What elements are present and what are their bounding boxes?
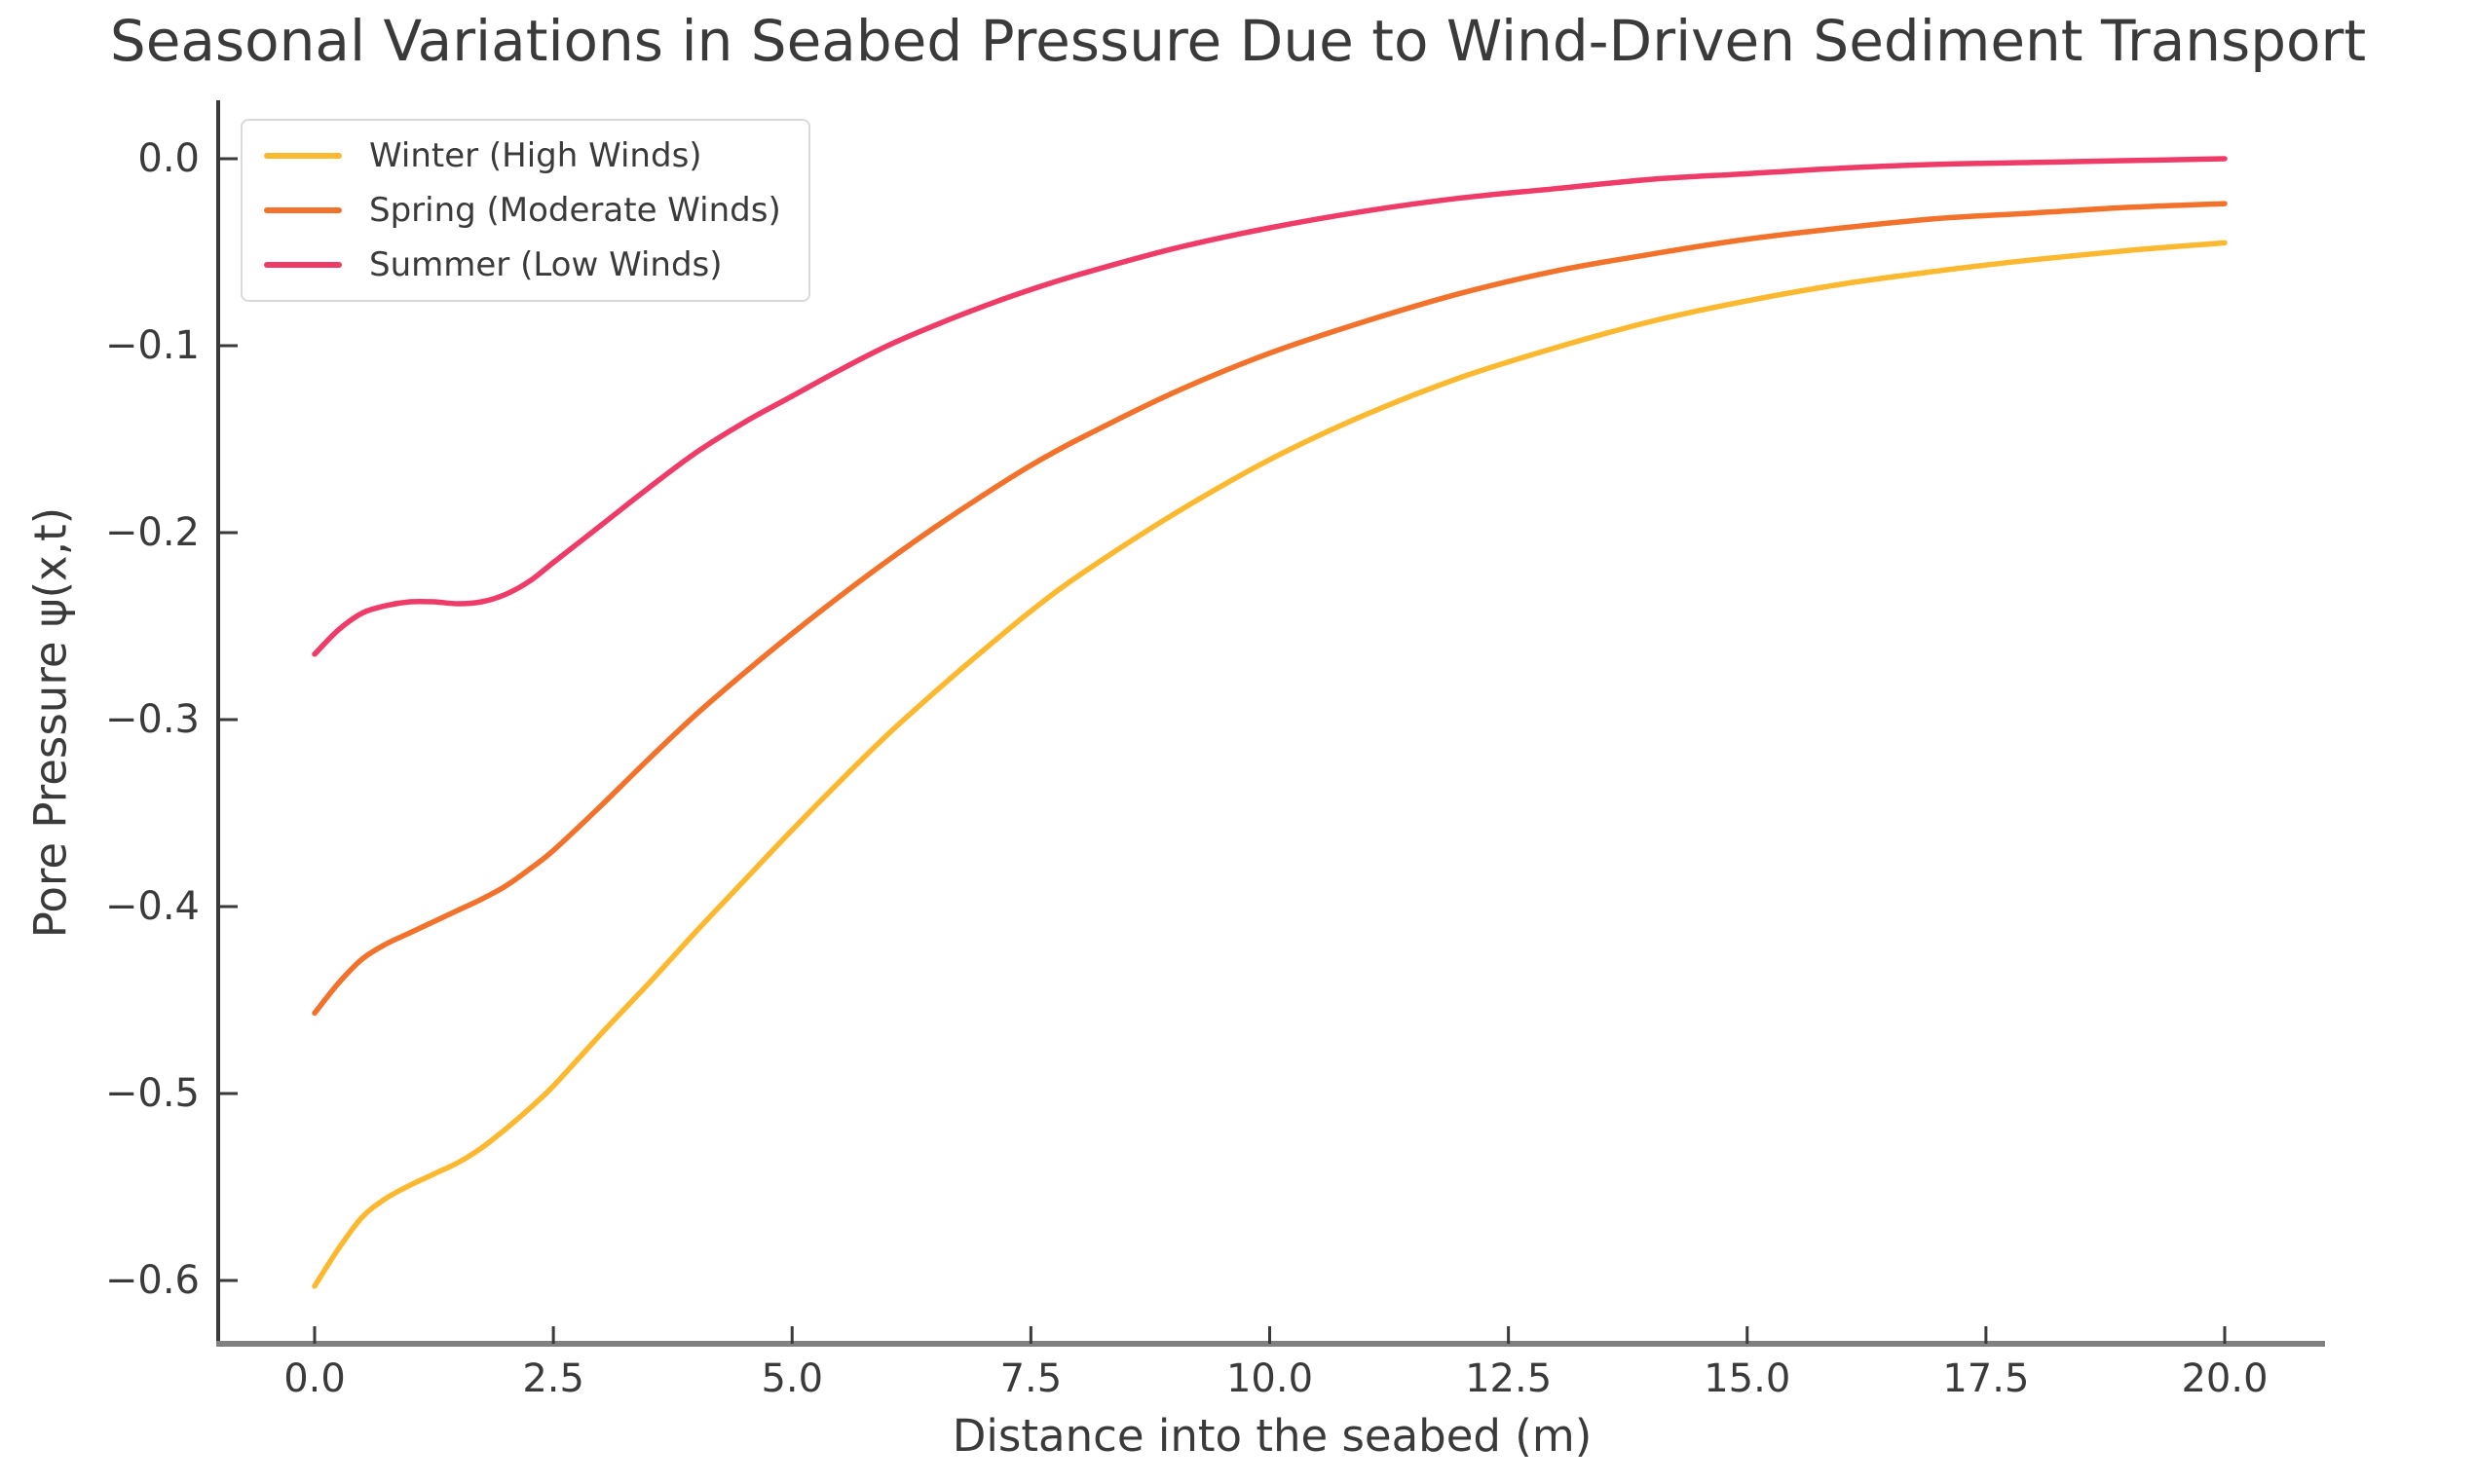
y-axis-label: Pore Pressure ψ(x,t) xyxy=(24,506,77,939)
chart-title: Seasonal Variations in Seabed Pressure D… xyxy=(109,8,2367,74)
x-tick-label: 0.0 xyxy=(283,1356,346,1401)
y-tick-label: −0.2 xyxy=(104,510,200,555)
y-axis-spine xyxy=(216,100,220,1347)
x-tick-label: 12.5 xyxy=(1465,1356,1553,1401)
y-tick-label: −0.1 xyxy=(104,323,200,368)
y-tick-label: −0.5 xyxy=(104,1071,200,1116)
y-tick-label: 0.0 xyxy=(137,136,200,181)
legend-item-label: Winter (High Winds) xyxy=(369,136,702,175)
x-tick-label: 15.0 xyxy=(1704,1356,1791,1401)
legend-item: Summer (Low Winds) xyxy=(264,245,781,284)
legend-line-swatch xyxy=(264,207,342,213)
series-line-spring xyxy=(312,201,2228,1017)
legend-item-label: Spring (Moderate Winds) xyxy=(369,191,781,230)
legend-item: Spring (Moderate Winds) xyxy=(264,191,781,230)
y-tick-label: −0.6 xyxy=(104,1258,200,1303)
legend-line-swatch xyxy=(264,262,342,268)
legend-line-swatch xyxy=(264,153,342,159)
legend-item-label: Summer (Low Winds) xyxy=(369,245,723,284)
legend: Winter (High Winds) Spring (Moderate Win… xyxy=(241,119,810,302)
series-line-summer xyxy=(312,156,2228,657)
x-tick-label: 2.5 xyxy=(522,1356,584,1401)
x-tick-label: 7.5 xyxy=(999,1356,1063,1401)
x-tick-label: 20.0 xyxy=(2181,1356,2269,1401)
x-axis-label: Distance into the seabed (m) xyxy=(952,1410,1593,1462)
legend-item: Winter (High Winds) xyxy=(264,136,781,175)
x-tick-label: 17.5 xyxy=(1942,1356,2030,1401)
y-tick-label: −0.4 xyxy=(104,884,200,929)
series-line-winter xyxy=(312,240,2228,1289)
y-tick-label: −0.3 xyxy=(104,697,200,742)
x-tick-label: 5.0 xyxy=(761,1356,824,1401)
x-tick-label: 10.0 xyxy=(1225,1356,1314,1401)
